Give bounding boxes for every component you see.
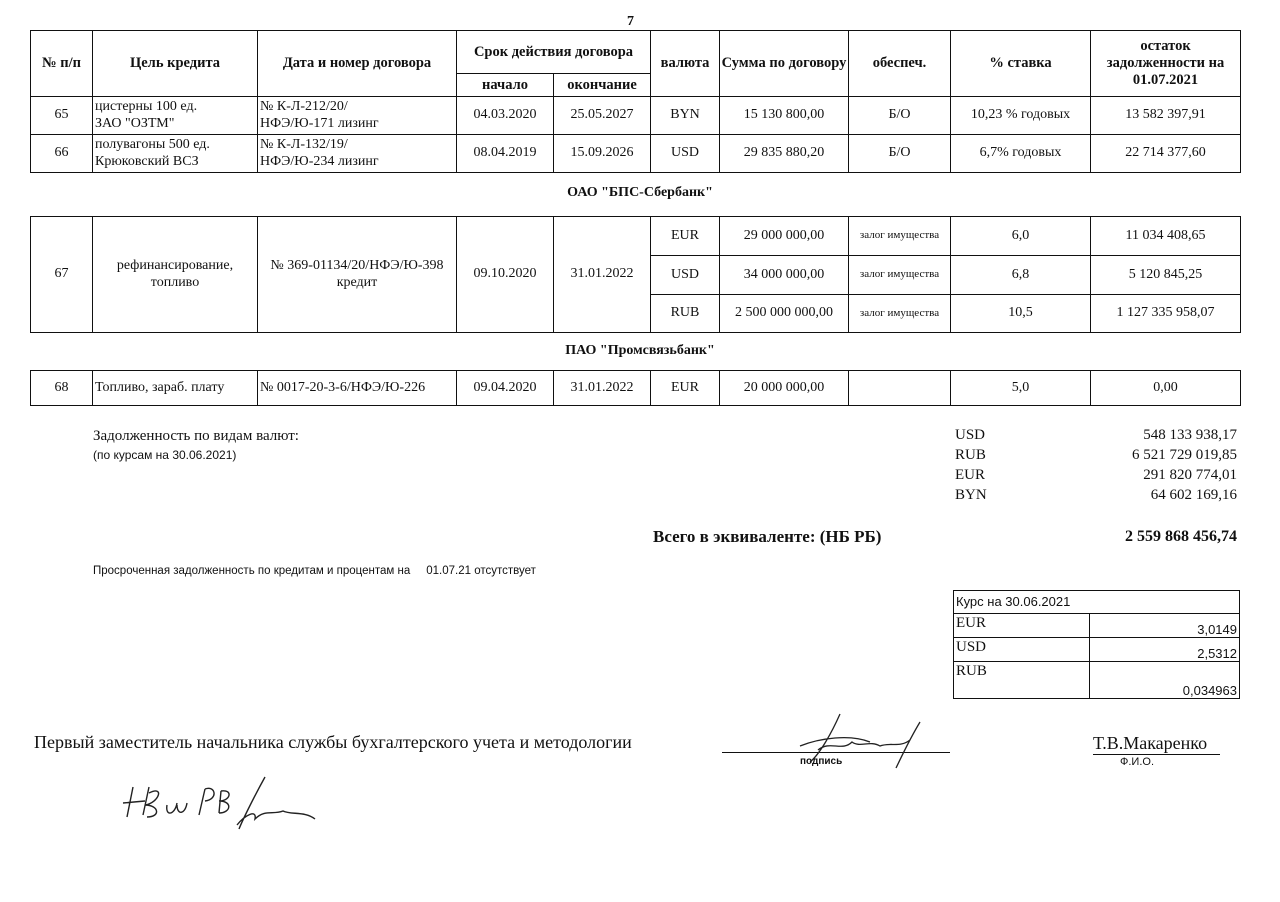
- cell-security: Б/О: [848, 96, 952, 135]
- cell-balance: 1 127 335 958,07: [1090, 294, 1241, 333]
- summary-value: 64 602 169,16: [1150, 487, 1237, 503]
- summary-value: 291 820 774,01: [1143, 467, 1237, 483]
- cell-end: 31.01.2022: [553, 216, 651, 333]
- cell-rate: 10,23 % годовых: [950, 96, 1092, 135]
- cell-num: 68: [30, 370, 93, 406]
- cell-balance: 11 034 408,65: [1090, 216, 1241, 256]
- cell-start: 04.03.2020: [456, 96, 554, 135]
- header-num: № п/п: [30, 30, 93, 97]
- cell-purpose: полувагоны 500 ед. Крюковский ВСЗ: [92, 134, 258, 173]
- summary-label: Задолженность по видам валют:: [93, 428, 299, 444]
- page-number: 7: [627, 14, 634, 29]
- bank-title-psb: ПАО "Промсвязьбанк": [565, 343, 715, 358]
- cell-contract: № 369-01134/20/НФЭ/Ю-398 кредит: [257, 216, 457, 333]
- table-row: 66 полувагоны 500 ед. Крюковский ВСЗ № К-…: [30, 134, 1242, 173]
- signature-line: [722, 752, 950, 753]
- cell-balance: 5 120 845,25: [1090, 255, 1241, 295]
- header-end: окончание: [552, 73, 652, 97]
- cell-start: 09.04.2020: [456, 370, 554, 406]
- signer-position: Первый заместитель начальника службы бух…: [34, 732, 632, 752]
- cell-security: залог имущества: [848, 294, 951, 333]
- signature-image: [799, 713, 921, 769]
- summary-currency: EUR: [955, 467, 985, 483]
- cell-start: 09.10.2020: [456, 216, 554, 333]
- cell-end: 31.01.2022: [553, 370, 651, 406]
- header-security: обеспеч.: [848, 30, 952, 97]
- cell-amount: 29 835 880,20: [719, 134, 850, 173]
- cell-rate: 5,0: [950, 370, 1091, 406]
- cell-security: [848, 370, 951, 406]
- loans-table-1: № п/п Цель кредита Дата и номер договора…: [30, 30, 1242, 173]
- cell-amount: 34 000 000,00: [719, 255, 849, 295]
- name-label: Ф.И.О.: [1120, 756, 1154, 768]
- cell-start: 08.04.2019: [456, 134, 554, 173]
- header-currency: валюта: [650, 30, 721, 97]
- cell-rate: 6,8: [950, 255, 1091, 295]
- loans-table-3: 68 Топливо, зараб. плату № 0017-20-3-6/Н…: [30, 370, 1241, 406]
- total-label: Всего в эквиваленте: (НБ РБ): [653, 527, 882, 546]
- table-row: 65 цистерны 100 ед. ЗАО "ОЗТМ" № К-Л-212/…: [30, 96, 1242, 135]
- bank-title-bps: ОАО "БПС-Сбербанк": [567, 185, 713, 200]
- cell-num: 65: [30, 96, 93, 135]
- table-row: 67 рефинансирование, топливо № 369-01134…: [30, 216, 1241, 333]
- summary-currency: USD: [955, 427, 986, 443]
- header-rate: % ставка: [950, 30, 1092, 97]
- table-row: RUB 2 500 000 000,00 залог имущества 10,…: [31, 294, 1241, 333]
- header-amount: Сумма по договору: [719, 30, 850, 97]
- loans-table-2: 67 рефинансирование, топливо № 369-01134…: [30, 216, 1241, 333]
- header-term: Срок действия договора: [455, 30, 652, 74]
- cell-purpose: Топливо, зараб. плату: [92, 370, 258, 406]
- rates-title: Курс на 30.06.2021: [954, 591, 1239, 614]
- cell-rate: 6,7% годовых: [950, 134, 1092, 173]
- cell-rate: 10,5: [950, 294, 1091, 333]
- rate-row: EUR 3,0149: [954, 614, 1239, 638]
- summary-currency: RUB: [955, 447, 986, 463]
- cell-rate: 6,0: [950, 216, 1091, 256]
- cell-purpose: рефинансирование, топливо: [92, 216, 258, 333]
- cell-end: 25.05.2027: [552, 96, 652, 135]
- cell-currency: BYN: [650, 96, 721, 135]
- summary-value: 6 521 729 019,85: [1132, 447, 1237, 463]
- rate-row: USD 2,5312: [954, 638, 1239, 662]
- exchange-rates-table: Курс на 30.06.2021 EUR 3,0149 USD 2,5312 R…: [953, 590, 1240, 699]
- cell-security: залог имущества: [848, 255, 951, 295]
- overdue-line: Просроченная задолженность по кредитам и…: [93, 565, 536, 577]
- cell-currency: USD: [650, 134, 721, 173]
- cell-amount: 20 000 000,00: [719, 370, 849, 406]
- cell-currency: EUR: [650, 216, 720, 256]
- cell-currency: EUR: [650, 370, 720, 406]
- cell-security: залог имущества: [848, 216, 951, 256]
- handwritten-note: [122, 776, 316, 830]
- header-balance: остаток задолженности на 01.07.2021: [1090, 30, 1242, 97]
- cell-purpose: цистерны 100 ед. ЗАО "ОЗТМ": [92, 96, 258, 135]
- cell-amount: 29 000 000,00: [719, 216, 849, 256]
- total-value: 2 559 868 456,74: [1125, 528, 1237, 545]
- header-contract: Дата и номер договора: [257, 30, 457, 97]
- cell-num: 67: [30, 216, 93, 333]
- table-row: USD 34 000 000,00 залог имущества 6,8 5 …: [31, 255, 1241, 295]
- summary-currency: BYN: [955, 487, 987, 503]
- cell-contract: № 0017-20-3-6/НФЭ/Ю-226: [257, 370, 457, 406]
- header-purpose: Цель кредита: [92, 30, 258, 97]
- header-start: начало: [456, 73, 554, 97]
- cell-balance: 22 714 377,60: [1090, 134, 1242, 173]
- cell-balance: 0,00: [1090, 370, 1241, 406]
- cell-currency: USD: [650, 255, 720, 295]
- signature-label: подпись: [800, 756, 843, 767]
- cell-balance: 13 582 397,91: [1090, 96, 1242, 135]
- table-row: 68 Топливо, зараб. плату № 0017-20-3-6/Н…: [30, 370, 1241, 406]
- cell-contract: № К-Л-132/19/НФЭ/Ю-234 лизинг: [257, 134, 457, 173]
- cell-currency: RUB: [650, 294, 720, 333]
- cell-amount: 15 130 800,00: [719, 96, 850, 135]
- cell-num: 66: [30, 134, 93, 173]
- cell-amount: 2 500 000 000,00: [719, 294, 849, 333]
- summary-value: 548 133 938,17: [1143, 427, 1237, 443]
- summary-note: (по курсам на 30.06.2021): [93, 448, 237, 462]
- signer-name: Т.В.Макаренко: [1093, 733, 1220, 755]
- cell-contract: № К-Л-212/20/НФЭ/Ю-171 лизинг: [257, 96, 457, 135]
- cell-end: 15.09.2026: [552, 134, 652, 173]
- cell-security: Б/О: [848, 134, 952, 173]
- rate-row: RUB 0,034963: [956, 662, 1237, 698]
